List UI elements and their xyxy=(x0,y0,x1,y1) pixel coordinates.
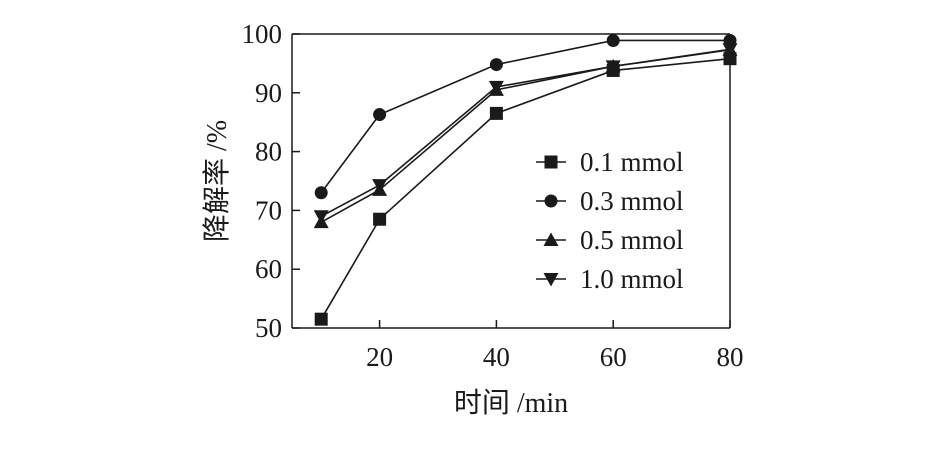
data-point xyxy=(489,58,503,72)
legend-label: 0.3 mmol xyxy=(580,186,684,216)
data-point xyxy=(373,212,387,226)
data-point xyxy=(606,33,620,47)
legend-item: 1.0 mmol xyxy=(536,264,684,294)
series-1-0-mmol xyxy=(313,43,738,224)
y-tick-label: 100 xyxy=(242,19,283,49)
legend-marker xyxy=(543,273,559,287)
legend: 0.1 mmol 0.3 mmol 0.5 mmol 1.0 mmol xyxy=(536,147,684,294)
y-tick-label: 90 xyxy=(255,78,282,108)
legend-item: 0.1 mmol xyxy=(536,147,684,177)
x-axis-ticks: 20 40 60 80 xyxy=(366,320,744,372)
x-tick-label: 40 xyxy=(483,342,510,372)
data-point xyxy=(314,312,328,326)
data-point xyxy=(313,210,329,224)
legend-label: 0.1 mmol xyxy=(580,147,684,177)
y-tick-label: 70 xyxy=(255,195,282,225)
x-tick-label: 60 xyxy=(600,342,627,372)
y-tick-label: 50 xyxy=(255,313,282,343)
legend-label: 0.5 mmol xyxy=(580,225,684,255)
y-tick-label: 80 xyxy=(255,137,282,167)
data-point xyxy=(489,106,503,120)
data-point xyxy=(372,179,388,193)
legend-marker xyxy=(544,155,558,169)
x-tick-label: 20 xyxy=(366,342,393,372)
legend-item: 0.3 mmol xyxy=(536,186,684,216)
x-tick-label: 80 xyxy=(717,342,744,372)
data-point xyxy=(722,43,738,57)
legend-marker xyxy=(543,232,559,246)
y-axis-ticks: 50 60 70 80 90 100 xyxy=(242,19,300,343)
legend-label: 1.0 mmol xyxy=(580,264,684,294)
legend-marker xyxy=(544,194,558,208)
data-point xyxy=(373,108,387,122)
y-tick-label: 60 xyxy=(255,254,282,284)
series-0-3-mmol xyxy=(314,33,737,200)
x-axis-title: 时间 /min xyxy=(454,387,568,419)
series-layer xyxy=(313,33,738,326)
data-point xyxy=(488,80,504,95)
data-point xyxy=(605,60,621,74)
legend-item: 0.5 mmol xyxy=(536,225,684,255)
y-axis-title: 降解率 /% xyxy=(201,120,233,242)
data-point xyxy=(314,186,328,200)
